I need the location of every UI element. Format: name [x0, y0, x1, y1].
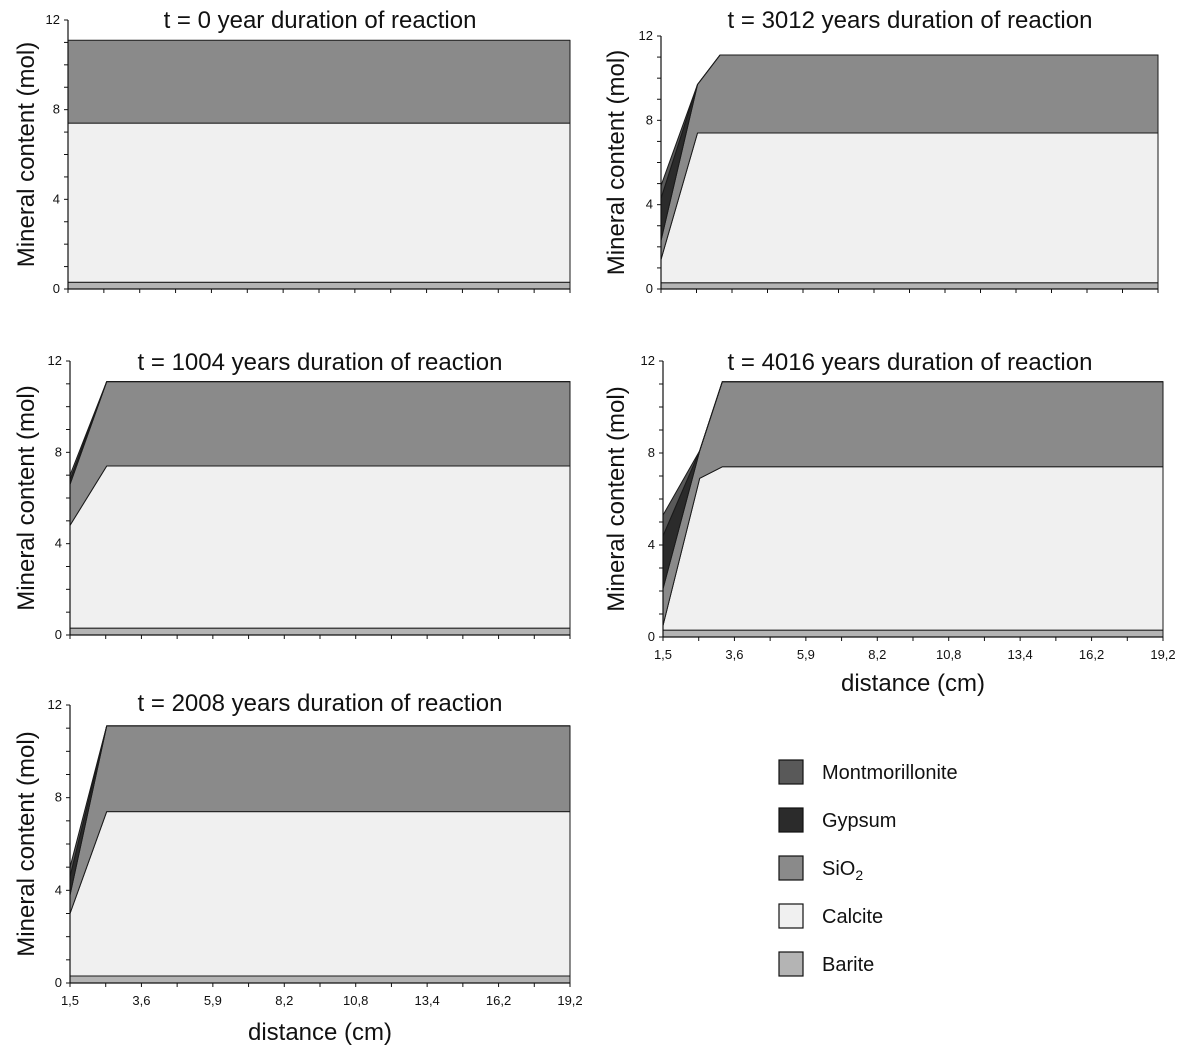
legend-swatch	[778, 903, 804, 929]
x-tick-label: 13,4	[1007, 647, 1032, 662]
legend-item-gypsum: Gypsum	[778, 807, 896, 833]
x-tick-label: 19,2	[557, 993, 582, 1008]
x-tick-label: 1,5	[61, 993, 79, 1008]
y-tick-label: 8	[648, 445, 655, 460]
area-calcite	[662, 466, 1164, 631]
chart-title: t = 0 year duration of reaction	[164, 7, 477, 34]
legend: Montmorillonite Gypsum SiO2 Calcite Barite	[778, 759, 958, 977]
legend-item-barite: Barite	[778, 951, 874, 977]
y-tick-label: 8	[55, 444, 62, 459]
legend-label: SiO2	[822, 858, 863, 883]
y-tick-label: 8	[55, 790, 62, 805]
y-tick-label: 4	[55, 536, 62, 551]
legend-label: Barite	[822, 954, 874, 976]
y-tick-label: 12	[639, 28, 653, 43]
x-tick-label: 13,4	[414, 993, 439, 1008]
x-axis-label: distance (cm)	[248, 1019, 392, 1046]
area-calcite	[67, 122, 571, 283]
x-tick-label: 3,6	[132, 993, 150, 1008]
y-tick-label: 4	[648, 537, 655, 552]
x-tick-label: 5,9	[204, 993, 222, 1008]
area-barite	[69, 627, 571, 636]
legend-item-sio2: SiO2	[778, 855, 863, 883]
x-tick-label: 16,2	[486, 993, 511, 1008]
y-tick-label: 4	[55, 882, 62, 897]
x-axis-label: distance (cm)	[841, 670, 985, 697]
chart-title: t = 4016 years duration of reaction	[728, 349, 1093, 376]
area-barite	[660, 282, 1159, 290]
chart-t3012: 0 4 8 12 t = 3012 years duration of reaction…	[603, 7, 1159, 296]
chart-t0: 0 4 8 12 t = 0 year duration of reaction Mine…	[13, 7, 571, 296]
x-tick-label: 3,6	[725, 647, 743, 662]
chart-t2008: 0 4 8 12 1,5 3,6 5,9 8,2 10,8 13,4 16,2 19,2 t = 200…	[13, 690, 583, 1046]
area-montmorillonite	[660, 54, 1159, 199]
chart-t4016: 0 4 8 12 1,5 3,6 5,9 8,2 10,8 13,4 16,2 19,2 t = 401…	[603, 349, 1176, 697]
chart-title: t = 3012 years duration of reaction	[728, 7, 1093, 34]
area-barite	[67, 281, 571, 290]
legend-swatch	[778, 807, 804, 833]
x-tick-label: 19,2	[1150, 647, 1175, 662]
area-barite	[662, 629, 1164, 638]
x-tick-label: 8,2	[275, 993, 293, 1008]
legend-item-montmorillonite: Montmorillonite	[778, 759, 958, 785]
legend-swatch	[778, 855, 804, 881]
area-montmorillonite	[662, 381, 1164, 537]
area-calcite	[660, 132, 1159, 284]
legend-swatch	[778, 759, 804, 785]
y-tick-label: 0	[53, 281, 60, 296]
y-axis-label: Mineral content (mol)	[13, 42, 40, 267]
y-tick-label: 0	[55, 975, 62, 990]
legend-item-calcite: Calcite	[778, 903, 883, 929]
x-tick-label: 10,8	[343, 993, 368, 1008]
y-tick-label: 4	[53, 191, 60, 206]
y-tick-label: 0	[646, 281, 653, 296]
legend-swatch	[778, 951, 804, 977]
y-axis-label: Mineral content (mol)	[603, 386, 630, 611]
y-axis-label: Mineral content (mol)	[13, 731, 40, 956]
chart-t1004: 0 4 8 12 t = 1004 years duration of reaction…	[13, 349, 571, 642]
y-tick-label: 12	[641, 353, 655, 368]
legend-label: Montmorillonite	[822, 762, 958, 784]
area-calcite	[69, 465, 571, 629]
x-tick-label: 8,2	[868, 647, 886, 662]
area-sio2	[67, 39, 571, 124]
y-tick-label: 8	[53, 102, 60, 117]
y-tick-label: 8	[646, 112, 653, 127]
y-tick-label: 12	[46, 12, 60, 27]
x-tick-label: 5,9	[797, 647, 815, 662]
area-calcite	[69, 811, 571, 977]
chart-title: t = 2008 years duration of reaction	[138, 690, 503, 717]
y-axis-label: Mineral content (mol)	[603, 50, 630, 275]
y-tick-label: 12	[48, 697, 62, 712]
y-tick-label: 4	[646, 197, 653, 212]
chart-title: t = 1004 years duration of reaction	[138, 349, 503, 376]
x-tick-label: 1,5	[654, 647, 672, 662]
x-tick-label: 16,2	[1079, 647, 1104, 662]
y-tick-label: 0	[55, 627, 62, 642]
legend-label: Calcite	[822, 906, 883, 928]
y-axis-label: Mineral content (mol)	[13, 385, 40, 610]
legend-label: Gypsum	[822, 810, 896, 832]
area-barite	[69, 975, 571, 984]
y-tick-label: 12	[48, 353, 62, 368]
y-tick-label: 0	[648, 629, 655, 644]
x-tick-label: 10,8	[936, 647, 961, 662]
